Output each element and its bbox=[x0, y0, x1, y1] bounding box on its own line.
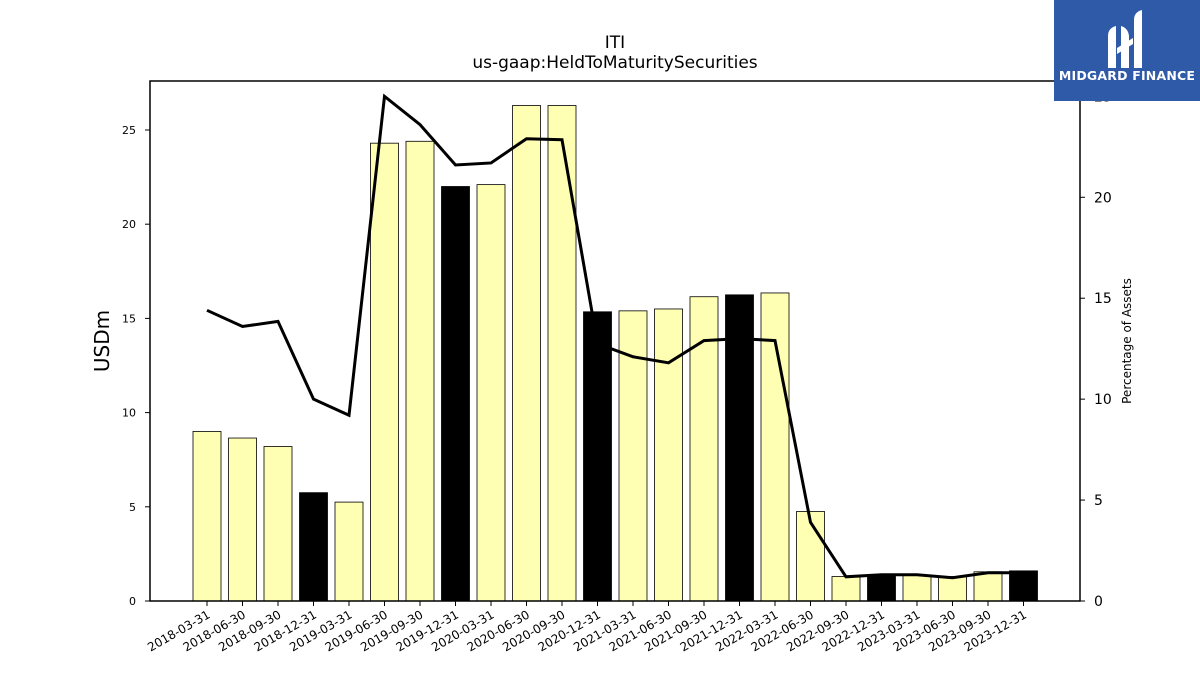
bar-2019-12-31 bbox=[441, 186, 470, 602]
chart-subtitle: us-gaap:HeldToMaturitySecurities bbox=[472, 53, 757, 73]
y2-tick-label: 15 bbox=[1094, 291, 1112, 307]
chart-title: ITI bbox=[605, 33, 625, 53]
bars-group bbox=[192, 105, 1038, 602]
bar-2019-09-30 bbox=[405, 140, 435, 602]
bar-2023-09-30 bbox=[973, 571, 1003, 602]
plot-frame bbox=[149, 80, 1081, 602]
percentage-of-assets-line bbox=[206, 93, 1024, 580]
bar-2022-12-31 bbox=[867, 575, 896, 602]
y-tick-label: 25 bbox=[122, 124, 136, 137]
bar-2018-12-31 bbox=[299, 492, 328, 602]
bar-2019-03-31 bbox=[334, 501, 364, 602]
bar-2018-03-31 bbox=[192, 431, 222, 602]
line-group bbox=[206, 93, 1024, 580]
bar-2020-09-30 bbox=[547, 105, 577, 602]
bar-2020-03-31 bbox=[476, 184, 506, 602]
y-tick-label: 20 bbox=[122, 218, 136, 231]
y-tick-label: 5 bbox=[129, 501, 136, 514]
y-tick-label: 15 bbox=[122, 312, 136, 325]
bar-2023-06-30 bbox=[938, 576, 967, 602]
bar-2020-06-30 bbox=[512, 105, 541, 602]
bar-2021-09-30 bbox=[689, 296, 719, 602]
y-tick-label: 10 bbox=[122, 407, 136, 420]
x-axis-ticks: 2018-03-312018-06-302018-09-302018-12-31… bbox=[145, 601, 1029, 654]
y2-tick-label: 20 bbox=[1094, 190, 1112, 206]
bar-2023-03-31 bbox=[902, 575, 932, 602]
bar-2021-06-30 bbox=[654, 308, 683, 602]
bar-2019-06-30 bbox=[370, 142, 399, 602]
midgard-finance-logo: MIDGARD FINANCE bbox=[1054, 0, 1200, 101]
y2-axis-label: Percentage of Assets bbox=[1120, 278, 1134, 404]
bar-2022-06-30 bbox=[796, 511, 825, 602]
y-axis-ticks: 0 5 10 15 20 25 bbox=[122, 124, 150, 608]
midgard-logo-icon bbox=[1108, 10, 1142, 68]
y2-tick-label: 0 bbox=[1094, 594, 1103, 610]
bar-2023-12-31 bbox=[1009, 570, 1038, 602]
y-axis-label: USDm bbox=[90, 310, 114, 372]
y2-tick-label: 5 bbox=[1094, 493, 1103, 509]
bar-2021-12-31 bbox=[725, 294, 754, 602]
bar-2018-09-30 bbox=[263, 446, 293, 602]
logo-text: MIDGARD FINANCE bbox=[1058, 68, 1196, 83]
bar-2020-12-31 bbox=[583, 311, 612, 602]
bar-2022-09-30 bbox=[831, 576, 861, 602]
y2-tick-label: 10 bbox=[1094, 392, 1112, 408]
y-tick-label: 0 bbox=[129, 595, 136, 608]
bar-2018-06-30 bbox=[228, 437, 257, 602]
